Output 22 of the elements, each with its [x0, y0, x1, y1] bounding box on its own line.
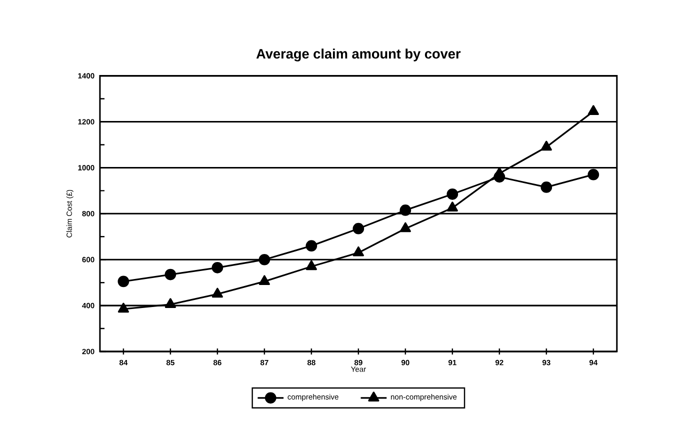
point — [118, 276, 130, 288]
point — [164, 298, 176, 308]
point — [446, 188, 458, 200]
point — [258, 254, 270, 266]
point — [258, 275, 270, 286]
point — [212, 262, 224, 274]
point — [588, 169, 600, 180]
point — [118, 302, 129, 313]
point — [306, 240, 318, 252]
point — [400, 222, 411, 232]
point — [494, 167, 505, 178]
point — [352, 246, 364, 256]
chart-title: Average claim amount by cover — [256, 48, 461, 62]
point — [588, 105, 599, 116]
point — [352, 223, 364, 234]
point — [446, 202, 458, 212]
point — [540, 140, 552, 151]
point — [212, 288, 223, 298]
point — [400, 204, 412, 216]
point — [306, 260, 317, 270]
point — [164, 269, 176, 280]
point — [540, 182, 552, 194]
